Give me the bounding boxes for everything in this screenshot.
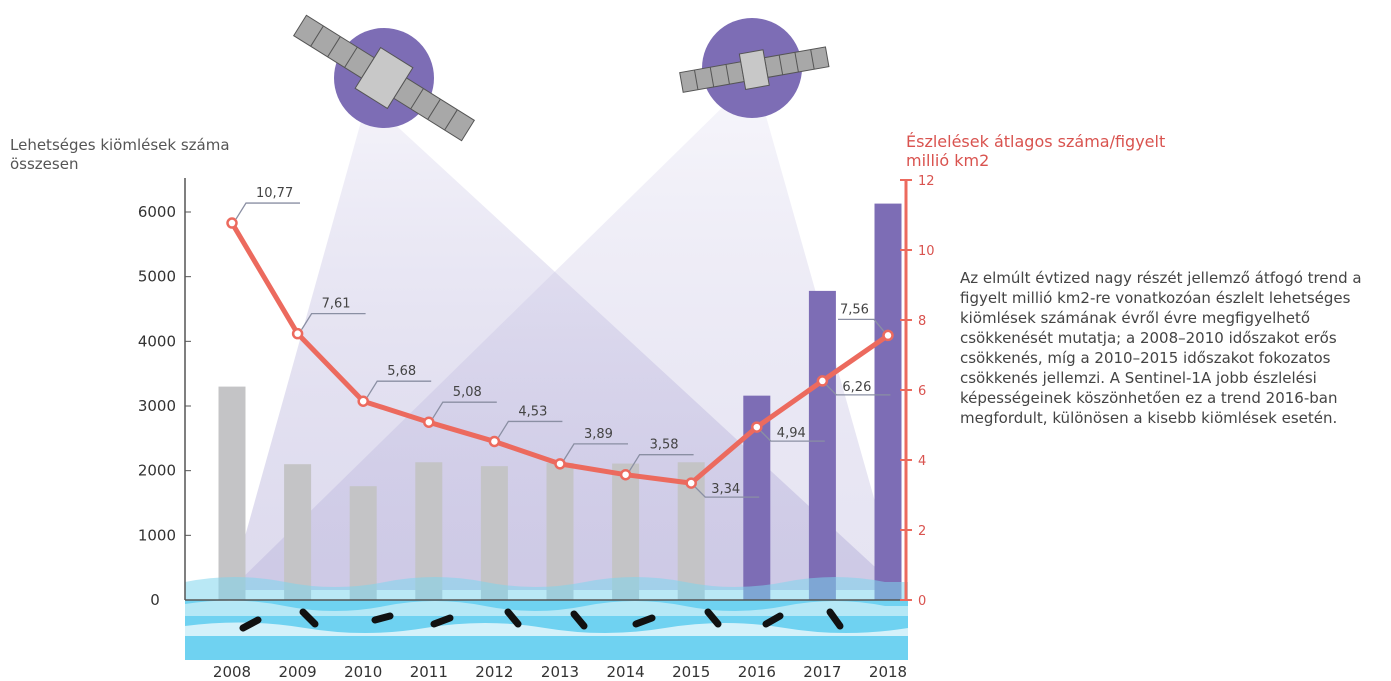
data-label-leader — [760, 430, 825, 442]
line-point-2016 — [751, 421, 763, 433]
bar-2017 — [808, 290, 836, 600]
line-point-2014 — [619, 468, 632, 481]
line-point-2012 — [488, 435, 501, 448]
x-label-2014: 2014 — [607, 663, 645, 681]
data-label-leader — [694, 486, 760, 498]
right-axis-ticks: 0 2 4 6 8 10 12 — [900, 174, 935, 609]
x-label-2015: 2015 — [672, 663, 710, 681]
data-label-leader — [301, 312, 366, 330]
right-tick-label: 12 — [918, 174, 935, 189]
data-label-leader — [563, 443, 628, 461]
right-tick-label: 2 — [918, 524, 926, 539]
bar-2012 — [480, 466, 508, 600]
x-label-2017: 2017 — [803, 663, 841, 681]
left-tick-label: 0 — [150, 591, 160, 609]
right-tick-label: 10 — [918, 244, 935, 259]
left-tick-label: 6000 — [138, 203, 176, 221]
x-label-2013: 2013 — [541, 663, 579, 681]
data-label-leader — [497, 420, 563, 438]
data-label-2012: 4,53 — [518, 404, 547, 419]
right-tick-label: 4 — [918, 454, 926, 469]
satellite-beam-right — [230, 95, 900, 590]
satellite-left-icon — [292, 14, 476, 142]
data-label-2016: 4,94 — [777, 426, 806, 441]
x-label-2011: 2011 — [410, 663, 448, 681]
data-label-leader — [825, 384, 891, 396]
left-tick-label: 4000 — [138, 332, 176, 350]
right-tick-label: 0 — [918, 594, 926, 609]
bar-2009 — [284, 464, 312, 600]
x-label-2012: 2012 — [475, 663, 513, 681]
left-axis-title: Lehetséges kiömlések száma összesen — [10, 136, 230, 173]
data-label-2009: 7,61 — [322, 297, 351, 312]
left-tick-label: 3000 — [138, 397, 176, 415]
bar-2018 — [874, 203, 902, 601]
x-label-2018: 2018 — [869, 663, 907, 681]
x-label-2010: 2010 — [344, 663, 382, 681]
line-point-2017 — [816, 375, 829, 387]
trend-annotation: Az elmúlt évtized nagy részét jellemző á… — [960, 269, 1362, 427]
data-label-leader — [838, 318, 885, 332]
line-point-2018 — [882, 329, 894, 342]
right-axis-title: Észlelések átlagos száma/figyelt millió … — [906, 132, 1166, 170]
left-tick-label: 5000 — [138, 268, 176, 286]
line-point-2009 — [291, 327, 304, 340]
satellite-right-icon — [679, 18, 830, 118]
data-label-2017: 6,26 — [842, 380, 871, 395]
data-label-2010: 5,68 — [387, 364, 416, 379]
line-point-2013 — [554, 458, 566, 470]
x-label-2008: 2008 — [213, 663, 251, 681]
line-point-2015 — [685, 477, 697, 489]
data-label-2015: 3,34 — [711, 482, 740, 497]
x-label-2009: 2009 — [279, 663, 317, 681]
sea-waves-icon — [185, 577, 908, 660]
left-tick-label: 2000 — [138, 462, 176, 480]
data-label-leader — [432, 401, 497, 419]
left-axis-ticks: 0 1000 2000 3000 4000 5000 6000 — [138, 203, 191, 609]
data-label-leader — [366, 380, 432, 398]
x-label-2016: 2016 — [738, 663, 776, 681]
line-point-2010 — [357, 395, 369, 407]
bar-2013 — [546, 462, 574, 600]
data-label-2018: 7,56 — [840, 302, 869, 317]
data-label-leader — [629, 454, 694, 472]
line-data-labels: 10,77 7,61 5,68 5,08 4,53 3,89 3,58 3,34 4,94 6,2… — [235, 186, 891, 498]
bar-2010 — [349, 486, 377, 600]
data-label-2011: 5,08 — [453, 385, 482, 400]
left-tick-label: 1000 — [138, 526, 176, 544]
data-label-2008: 10,77 — [256, 186, 293, 201]
right-tick-label: 8 — [918, 314, 926, 329]
bar-2008 — [218, 386, 246, 600]
line-point-2008 — [226, 217, 238, 229]
data-label-leader — [235, 202, 300, 220]
line-point-2011 — [423, 416, 435, 428]
data-label-2013: 3,89 — [584, 427, 613, 442]
data-label-2014: 3,58 — [650, 438, 679, 453]
right-tick-label: 6 — [918, 384, 926, 399]
line-points — [226, 217, 894, 489]
x-axis-labels: 2008 2009 2010 2011 2012 2013 2014 2015 2016 2017… — [213, 663, 907, 681]
